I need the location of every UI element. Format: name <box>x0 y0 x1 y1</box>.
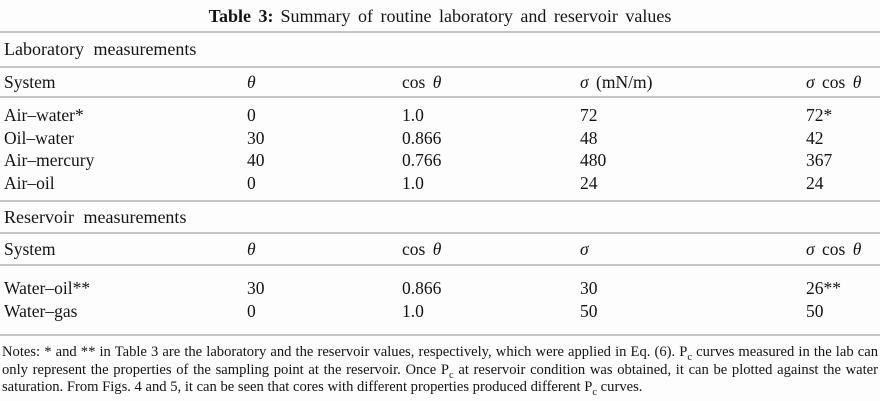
horizontal-rule <box>0 96 880 98</box>
horizontal-rule <box>0 200 880 202</box>
cell-sigma: 50 <box>580 300 598 321</box>
cell-theta: 0 <box>247 172 256 193</box>
header-cos-theta: cos θ <box>402 72 442 92</box>
cell-cos-theta: 0.866 <box>402 278 442 298</box>
horizontal-rule-top <box>0 31 880 33</box>
table-row: Water–oil** 30 0.866 30 26** <box>0 277 880 300</box>
cell-theta: 0 <box>247 300 256 321</box>
data-table: Laboratory measurements System θ cos θ σ… <box>0 31 880 336</box>
cell-system: Water–gas <box>4 300 78 321</box>
table-caption-title: Summary of routine laboratory and reserv… <box>280 6 672 26</box>
cell-sigma-cos-theta: 42 <box>806 127 824 148</box>
cell-sigma-cos-theta: 367 <box>806 150 833 170</box>
header-theta: θ <box>247 239 256 259</box>
column-header-row-laboratory: System θ cos θ σ (mN/m) σ cos θ <box>0 68 880 96</box>
header-sigma: σ (mN/m) <box>580 72 653 92</box>
header-sigma: σ <box>580 239 589 259</box>
header-theta: θ <box>247 72 256 92</box>
cell-theta: 30 <box>247 278 265 298</box>
cell-sigma-cos-theta: 24 <box>806 172 824 193</box>
cell-cos-theta: 1.0 <box>402 300 424 321</box>
table-caption-number: Table 3: <box>208 6 274 26</box>
table-row: Water–gas 0 1.0 50 50 <box>0 300 880 323</box>
table-body-laboratory: Air–water* 0 1.0 72 72* Oil–water 30 0.8… <box>0 98 880 200</box>
cell-system: Water–oil** <box>4 278 91 298</box>
cell-theta: 0 <box>247 105 256 125</box>
table-row: Air–oil 0 1.0 24 24 <box>0 172 880 195</box>
column-header-row-reservoir: System θ cos θ σ σ cos θ <box>0 234 880 264</box>
cell-sigma: 72 <box>580 105 598 125</box>
notes-paragraph: Notes: * and ** in Table 3 are the labor… <box>2 344 879 399</box>
horizontal-rule <box>0 232 880 234</box>
cell-sigma: 480 <box>580 150 607 170</box>
horizontal-rule-bottom <box>0 334 880 336</box>
section-header-reservoir: Reservoir measurements <box>4 207 187 227</box>
table-row: Air–water* 0 1.0 72 72* <box>0 104 880 127</box>
table-caption: Table 3: Summary of routine laboratory an… <box>0 5 880 28</box>
cell-system: Oil–water <box>4 127 74 148</box>
header-system: System <box>4 72 56 92</box>
header-cos-theta: cos θ <box>402 239 442 259</box>
header-system: System <box>4 239 56 259</box>
cell-sigma: 30 <box>580 278 598 298</box>
header-sigma-cos-theta: σ cos θ <box>806 72 862 92</box>
cell-sigma-cos-theta: 72* <box>806 105 833 125</box>
cell-system: Air–water* <box>4 105 84 125</box>
cell-sigma-cos-theta: 50 <box>806 300 824 321</box>
horizontal-rule <box>0 66 880 68</box>
horizontal-rule <box>0 264 880 266</box>
cell-cos-theta: 0.766 <box>402 150 442 170</box>
cell-cos-theta: 0.866 <box>402 127 442 148</box>
table-row: Oil–water 30 0.866 48 42 <box>0 127 880 150</box>
table-row: Air–mercury 40 0.766 480 367 <box>0 149 880 172</box>
cell-sigma: 24 <box>580 172 598 193</box>
cell-sigma-cos-theta: 26** <box>806 278 841 298</box>
cell-cos-theta: 1.0 <box>402 105 424 125</box>
cell-theta: 40 <box>247 150 265 170</box>
cell-system: Air–oil <box>4 172 55 193</box>
header-sigma-cos-theta: σ cos θ <box>806 239 862 259</box>
section-header-laboratory: Laboratory measurements <box>4 39 197 59</box>
cell-cos-theta: 1.0 <box>402 172 424 193</box>
table-body-reservoir: Water–oil** 30 0.866 30 26** Water–gas 0… <box>0 266 880 334</box>
cell-theta: 30 <box>247 127 265 148</box>
cell-sigma: 48 <box>580 127 598 148</box>
cell-system: Air–mercury <box>4 150 95 170</box>
